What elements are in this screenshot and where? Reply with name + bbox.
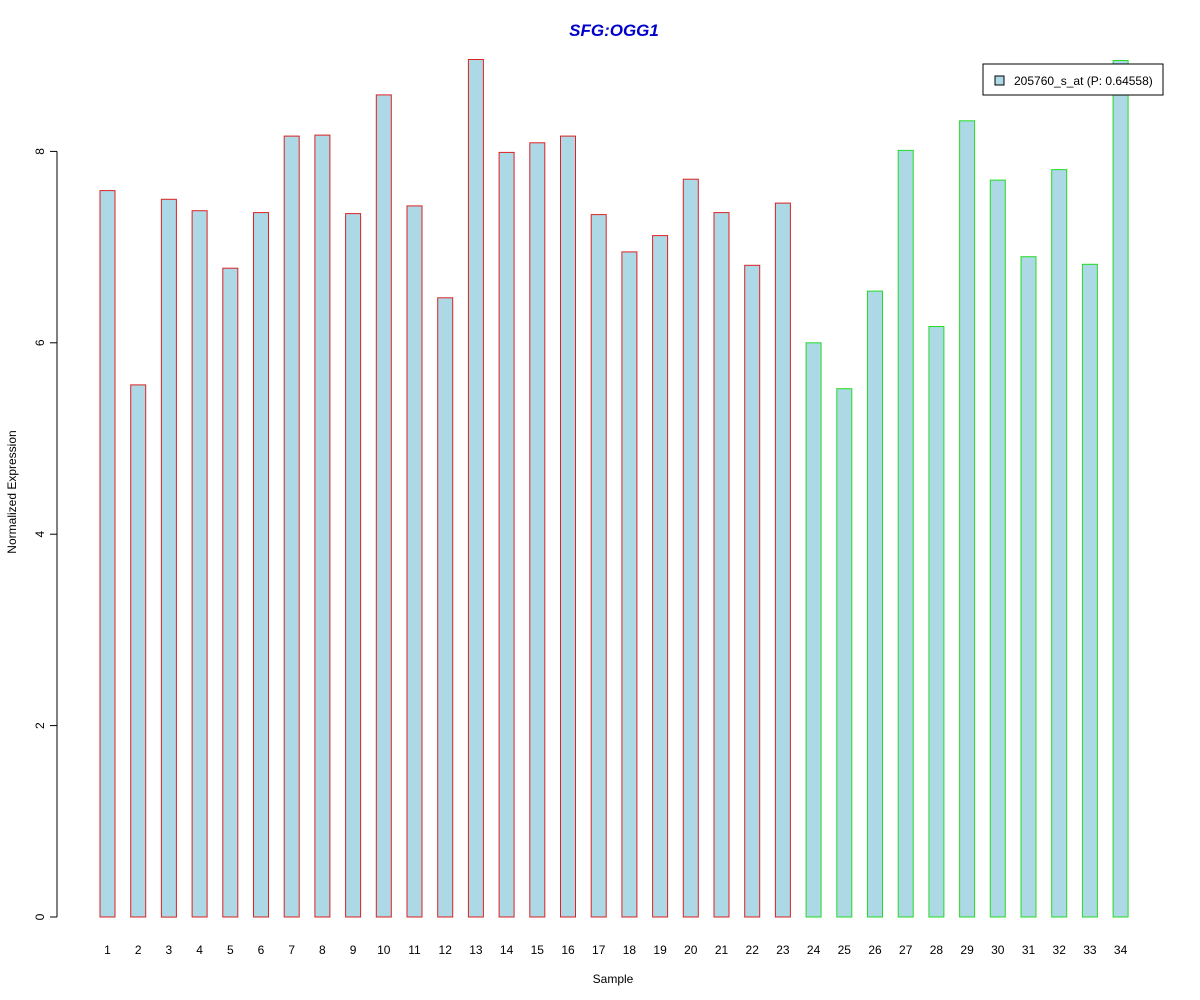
bar: [836, 388, 853, 918]
x-tick-label: 31: [1022, 943, 1036, 957]
x-tick-label: 29: [960, 943, 974, 957]
x-tick-labels: 1 2 3 4 5 6 7 8 9 10 11 12 13 14 15 16 17 18 19 20 21 22 23 24 2…: [104, 943, 1127, 957]
legend-box: [982, 63, 1164, 96]
x-tick-label: 26: [868, 943, 882, 957]
bar: [744, 264, 761, 918]
x-tick-label: 9: [350, 943, 357, 957]
bar: [959, 120, 976, 918]
x-tick-label: 2: [135, 943, 142, 957]
legend-swatch: [994, 75, 1005, 86]
bar: [375, 94, 392, 918]
bars: [99, 59, 1129, 918]
bar: [989, 179, 1006, 918]
x-tick-label: 15: [531, 943, 545, 957]
bar: [498, 151, 515, 918]
x-axis-label: Sample: [593, 972, 634, 986]
y-tick-label: 8: [33, 148, 47, 155]
x-tick-label: 7: [288, 943, 295, 957]
bar: [652, 235, 669, 918]
bar: [1112, 60, 1129, 918]
bar: [283, 135, 300, 918]
legend: 205760_s_at (P: 0.64558): [982, 63, 1164, 96]
x-tick-label: 5: [227, 943, 234, 957]
x-tick-label: 13: [469, 943, 483, 957]
bar: [867, 290, 883, 918]
bar: [621, 251, 638, 918]
bar: [160, 198, 177, 918]
bar: [560, 135, 576, 918]
x-tick-label: 28: [930, 943, 944, 957]
bar: [529, 142, 546, 918]
x-tick-label: 14: [500, 943, 514, 957]
y-tick-label: 0: [33, 913, 47, 920]
bar: [406, 205, 423, 918]
bar: [590, 214, 607, 918]
x-tick-label: 8: [319, 943, 326, 957]
bar: [130, 384, 147, 918]
y-tick-label: 2: [33, 722, 47, 729]
x-tick-label: 19: [653, 943, 667, 957]
x-tick-label: 33: [1083, 943, 1097, 957]
x-tick-label: 24: [807, 943, 821, 957]
x-tick-label: 23: [776, 943, 790, 957]
x-tick-label: 27: [899, 943, 913, 957]
x-tick-label: 20: [684, 943, 698, 957]
x-tick-label: 4: [196, 943, 203, 957]
y-axis: 0 2 4 6 8: [33, 148, 58, 920]
x-tick-label: 6: [258, 943, 265, 957]
x-tick-label: 11: [408, 943, 421, 957]
x-tick-label: 16: [561, 943, 575, 957]
bar: [1020, 256, 1037, 918]
bar: [467, 59, 484, 918]
bar: [682, 178, 699, 918]
x-tick-label: 1: [104, 943, 111, 957]
bar: [345, 213, 362, 918]
bar: [928, 326, 945, 918]
x-tick-label: 17: [592, 943, 606, 957]
bar: [1081, 263, 1098, 918]
y-tick-label: 6: [33, 339, 47, 346]
x-tick-label: 22: [746, 943, 760, 957]
y-tick-label: 4: [33, 531, 47, 538]
x-tick-label: 21: [715, 943, 729, 957]
bar: [314, 134, 331, 918]
bar: [253, 212, 269, 918]
x-tick-label: 10: [377, 943, 391, 957]
bar: [897, 149, 914, 918]
x-tick-label: 3: [166, 943, 173, 957]
bar: [774, 202, 791, 918]
x-tick-label: 32: [1053, 943, 1067, 957]
bar: [222, 267, 239, 918]
bar: [99, 190, 116, 918]
x-tick-label: 12: [439, 943, 453, 957]
chart-title: SFG:OGG1: [569, 21, 659, 40]
x-tick-label: 18: [623, 943, 637, 957]
bar: [437, 297, 454, 918]
bar: [1051, 169, 1068, 918]
y-axis-label: Normalized Expression: [5, 430, 19, 553]
bar: [713, 212, 730, 918]
x-tick-label: 25: [838, 943, 852, 957]
x-tick-label: 34: [1114, 943, 1128, 957]
legend-label: 205760_s_at (P: 0.64558): [1014, 74, 1153, 88]
bar: [191, 210, 208, 918]
x-tick-label: 30: [991, 943, 1005, 957]
bar: [805, 342, 822, 918]
